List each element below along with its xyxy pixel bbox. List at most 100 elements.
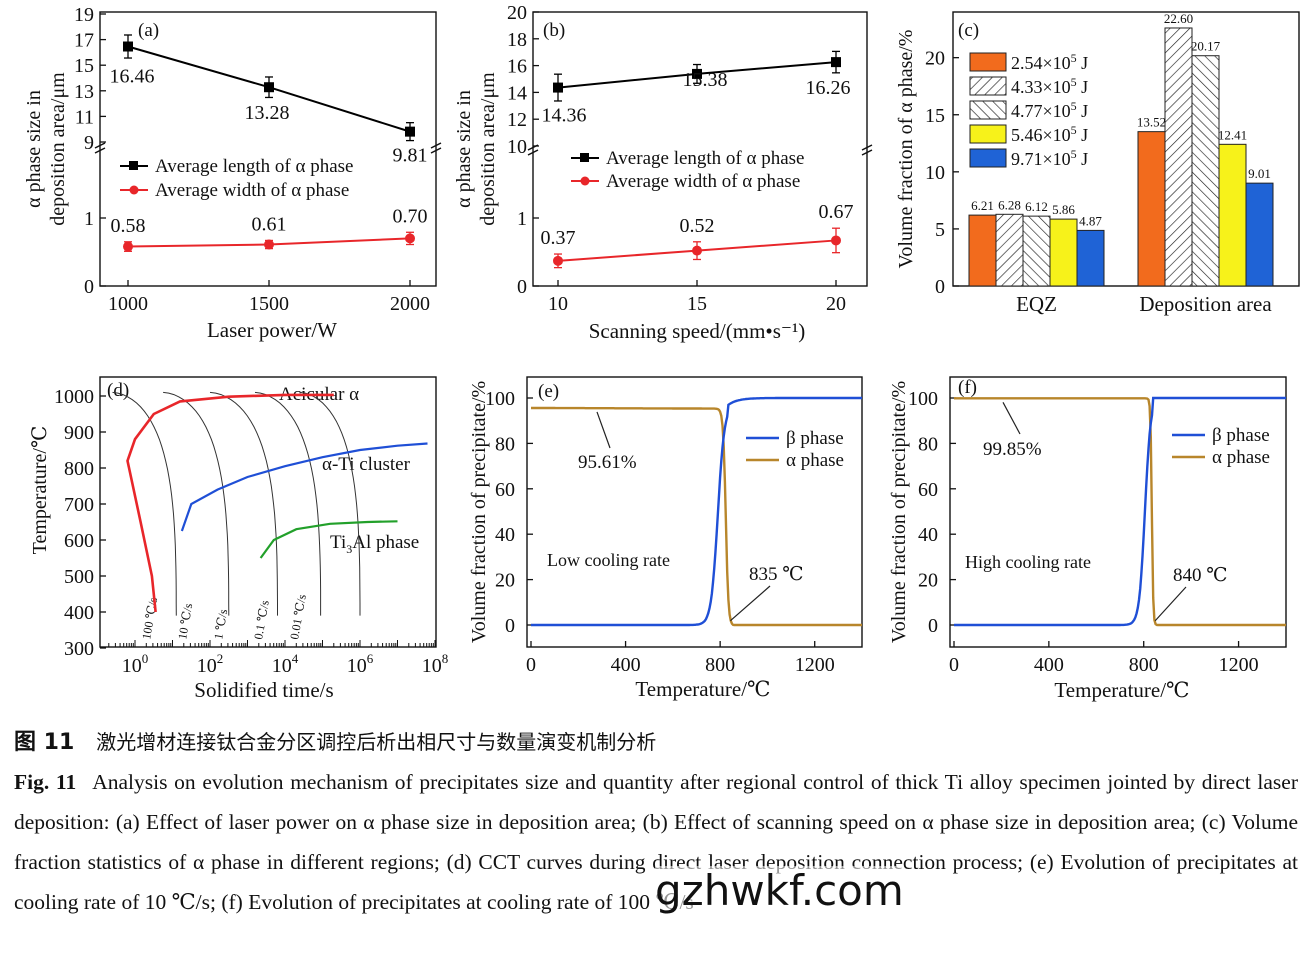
legend-swatch-1 xyxy=(969,76,1007,96)
panel-d-series-ti3al-suffix: Al phase xyxy=(352,532,419,553)
panel-d: (d) Temperature/℃ Solidified time/s Acic… xyxy=(29,376,448,702)
y-tick-label: 15 xyxy=(925,105,945,127)
curve-alpha-phase xyxy=(531,406,862,627)
data-point-length xyxy=(692,68,702,79)
panel-f-legend-alpha: α phase xyxy=(1212,447,1270,468)
panel-d-xlabel: Solidified time/s xyxy=(194,678,333,702)
x-tick-label: 1200 xyxy=(795,654,835,676)
panel-a-legend: Average length of α phase Average width … xyxy=(120,156,353,201)
panel-a: (a) α phase size in deposition area/μm L… xyxy=(23,4,442,342)
legend-label-4: 9.71×105 J xyxy=(1011,147,1088,169)
figure-canvas: (a) α phase size in deposition area/μm L… xyxy=(23,2,1300,702)
bar-1-0 xyxy=(1137,131,1166,287)
y-tick-label: 1 xyxy=(517,208,527,230)
data-label-width: 0.61 xyxy=(252,213,287,235)
data-label-length: 9.81 xyxy=(393,145,428,167)
cooling-rate-label: 0.01 ℃/s xyxy=(287,593,309,640)
y-tick-label: 600 xyxy=(64,530,94,552)
y-tick-label: 5 xyxy=(935,219,945,241)
x-tick-label: 0 xyxy=(526,654,536,676)
data-point-width xyxy=(405,233,415,244)
y-tick-label: 18 xyxy=(507,29,527,51)
panel-b-ylabel-line1: α phase size in xyxy=(453,90,475,208)
x-category-label: Deposition area xyxy=(1139,292,1272,316)
y-tick-label: 9 xyxy=(84,132,94,154)
y-tick-label: 40 xyxy=(495,524,515,546)
y-tick-label: 60 xyxy=(495,479,515,501)
data-point-width xyxy=(123,241,133,252)
x-tick-label: 20 xyxy=(826,293,846,315)
panel-c-legend: 2.54×105 J4.33×105 J4.77×105 J5.46×105 J… xyxy=(969,51,1088,169)
panel-a-legend-width: Average width of α phase xyxy=(155,180,349,201)
bar-0-2 xyxy=(1022,215,1051,287)
y-tick-label: 80 xyxy=(918,433,938,455)
y-tick-label: 12 xyxy=(507,109,527,131)
data-point-length xyxy=(553,82,563,93)
y-tick-label: 80 xyxy=(495,433,515,455)
bar-0-4 xyxy=(1076,229,1105,287)
bar-value-label: 6.12 xyxy=(1025,199,1048,214)
panel-d-label: (d) xyxy=(107,380,129,401)
bar-value-label: 22.60 xyxy=(1164,11,1193,26)
panel-b: (b) α phase size in deposition area/μm S… xyxy=(453,2,873,343)
panel-e-annotation: 95.61% xyxy=(578,452,637,473)
axis-break-mark xyxy=(430,142,442,149)
y-tick-label: 10 xyxy=(507,136,527,158)
caption-chinese: 图 11 激光增材连接钛合金分区调控后析出相尺寸与数量演变机制分析 xyxy=(14,724,1298,756)
y-tick-label: 16 xyxy=(507,56,527,78)
panel-d-series-ti3al-ti: Ti xyxy=(330,532,346,553)
y-tick-label: 20 xyxy=(507,2,527,24)
legend-swatch-0 xyxy=(969,52,1007,72)
data-point-width xyxy=(692,245,702,256)
data-label-length: 14.36 xyxy=(542,105,587,127)
axis-break-mark xyxy=(861,149,873,156)
legend-label-3: 5.46×105 J xyxy=(1011,123,1088,145)
axis-break-mark xyxy=(94,147,106,154)
x-tick-label: 800 xyxy=(705,654,735,676)
panel-a-legend-length: Average length of α phase xyxy=(155,156,353,177)
y-tick-label: 20 xyxy=(925,48,945,70)
panel-b-ylabel-line2: deposition area/μm xyxy=(477,72,499,226)
panel-c-frame xyxy=(952,11,1300,287)
x-tick-label: 0 xyxy=(949,654,959,676)
panel-b-legend-width: Average width of α phase xyxy=(606,171,800,192)
cooling-curve-0 xyxy=(112,391,177,616)
y-tick-label: 15 xyxy=(74,55,94,77)
legend-label-1: 4.33×105 J xyxy=(1011,75,1088,97)
curve-acicular-alpha xyxy=(126,393,334,613)
data-point-width xyxy=(831,235,841,246)
x-tick-label: 10 xyxy=(548,293,568,315)
y-tick-label: 13 xyxy=(74,81,94,103)
panel-d-series-ti3al-sub: 3 xyxy=(346,542,352,556)
y-tick-label: 0 xyxy=(928,615,938,637)
caption-en-text: Analysis on evolution mechanism of preci… xyxy=(14,770,1298,914)
panel-f-annotation: 99.85% xyxy=(983,439,1042,460)
panel-f-ylabel: Volume fraction of precipitate/% xyxy=(888,381,910,643)
y-tick-label: 0 xyxy=(84,276,94,298)
panel-c-label: (c) xyxy=(958,20,979,41)
bar-value-label: 20.17 xyxy=(1191,39,1221,54)
cooling-rate-label: 1 ℃/s xyxy=(211,608,230,641)
panel-f-rate-text: High cooling rate xyxy=(965,552,1091,572)
legend-swatch-3 xyxy=(969,124,1007,144)
bar-value-label: 13.52 xyxy=(1137,115,1166,130)
bar-value-label: 5.86 xyxy=(1052,202,1075,217)
x-tick-label: 400 xyxy=(1034,654,1064,676)
data-label-length: 16.46 xyxy=(110,66,155,88)
axis-break-mark xyxy=(430,147,442,154)
y-tick-label: 17 xyxy=(74,30,94,52)
panel-e-label: (e) xyxy=(538,381,559,402)
bar-0-0 xyxy=(968,214,997,287)
panel-b-xlabel: Scanning speed/(mm•s⁻¹) xyxy=(589,319,806,343)
data-point-length xyxy=(123,41,133,52)
cooling-curve-3 xyxy=(254,391,322,616)
x-tick-label: 102 xyxy=(197,651,224,677)
panel-d-frame xyxy=(99,376,437,648)
panel-e-legend-alpha: α phase xyxy=(786,450,844,471)
y-tick-label: 500 xyxy=(64,566,94,588)
panel-d-series-cluster: α-Ti cluster xyxy=(322,454,411,475)
legend-swatch-2 xyxy=(969,100,1007,120)
y-tick-label: 0 xyxy=(517,276,527,298)
x-tick-label: 106 xyxy=(347,651,374,677)
y-tick-label: 40 xyxy=(918,524,938,546)
